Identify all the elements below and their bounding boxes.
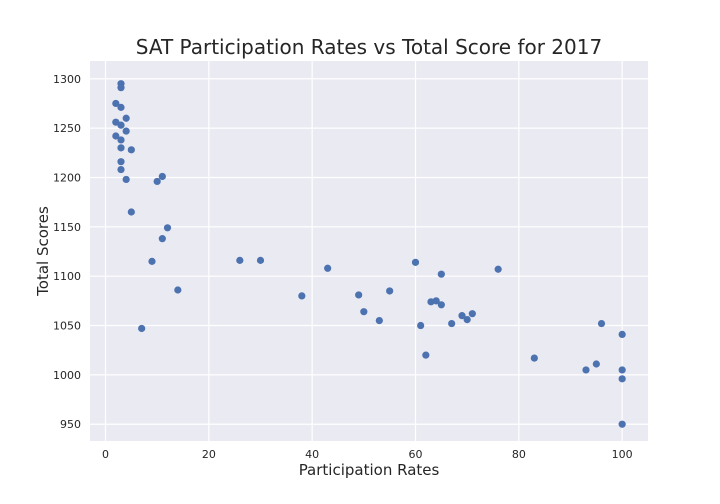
x-tick-label: 0 bbox=[102, 448, 109, 461]
data-point bbox=[174, 286, 182, 294]
data-point bbox=[138, 324, 146, 333]
data-point bbox=[122, 114, 130, 122]
data-point bbox=[117, 158, 125, 166]
data-point bbox=[618, 330, 626, 339]
x-tick-label: 20 bbox=[202, 448, 216, 461]
x-tick-labels: 0 20 40 60 80 100 bbox=[102, 448, 633, 461]
chart-title: SAT Participation Rates vs Total Score f… bbox=[136, 35, 602, 59]
data-point bbox=[127, 146, 135, 154]
data-point bbox=[417, 321, 425, 330]
y-tick-label: 1200 bbox=[53, 171, 81, 184]
data-point bbox=[117, 84, 125, 92]
data-point bbox=[117, 144, 125, 152]
data-point bbox=[437, 301, 445, 309]
data-point bbox=[468, 310, 476, 318]
plot-area bbox=[90, 61, 648, 441]
data-point bbox=[437, 270, 445, 278]
x-tick-label: 40 bbox=[305, 448, 319, 461]
data-point bbox=[427, 298, 435, 306]
data-point bbox=[597, 319, 606, 328]
data-point bbox=[360, 308, 368, 316]
x-tick-label: 60 bbox=[409, 448, 423, 461]
y-tick-label: 1150 bbox=[53, 221, 81, 234]
data-point bbox=[530, 354, 538, 362]
data-point bbox=[112, 132, 120, 140]
data-point bbox=[448, 319, 456, 328]
data-point bbox=[582, 366, 590, 374]
data-point bbox=[127, 208, 135, 216]
y-tick-labels: 950 1000 1050 1100 1150 1200 1250 1300 bbox=[53, 73, 81, 431]
data-point bbox=[158, 235, 166, 243]
data-point bbox=[458, 312, 466, 320]
x-tick-label: 80 bbox=[512, 448, 526, 461]
data-point bbox=[355, 291, 363, 299]
data-point bbox=[375, 316, 383, 325]
data-point bbox=[592, 360, 600, 368]
y-tick-label: 1050 bbox=[53, 320, 81, 333]
data-point bbox=[298, 292, 306, 300]
data-point bbox=[117, 136, 125, 144]
data-point bbox=[618, 375, 626, 383]
y-tick-label: 1000 bbox=[53, 369, 81, 382]
data-point bbox=[158, 172, 166, 181]
data-point bbox=[117, 165, 125, 174]
data-point bbox=[411, 258, 420, 266]
data-point bbox=[153, 177, 161, 186]
data-point bbox=[112, 99, 120, 108]
data-point bbox=[122, 175, 130, 184]
y-tick-label: 1250 bbox=[53, 122, 81, 135]
data-point bbox=[117, 103, 125, 111]
data-point bbox=[163, 224, 172, 232]
grid-lines bbox=[90, 61, 648, 441]
data-point bbox=[324, 264, 332, 272]
data-point bbox=[463, 315, 471, 324]
y-axis-label: Total Scores bbox=[34, 206, 52, 297]
data-points bbox=[112, 80, 626, 428]
data-point bbox=[236, 256, 244, 264]
x-tick-label: 100 bbox=[612, 448, 633, 461]
x-axis-label: Participation Rates bbox=[299, 461, 440, 479]
data-point bbox=[386, 287, 394, 295]
data-point bbox=[122, 127, 130, 135]
data-point bbox=[494, 265, 502, 273]
y-tick-label: 1100 bbox=[53, 270, 81, 283]
data-point bbox=[618, 366, 626, 374]
data-point bbox=[148, 257, 156, 265]
y-tick-label: 950 bbox=[60, 418, 81, 431]
data-point bbox=[422, 351, 430, 359]
y-tick-label: 1300 bbox=[53, 73, 81, 86]
data-point bbox=[256, 256, 265, 264]
data-point bbox=[618, 420, 626, 428]
data-point bbox=[117, 121, 125, 129]
